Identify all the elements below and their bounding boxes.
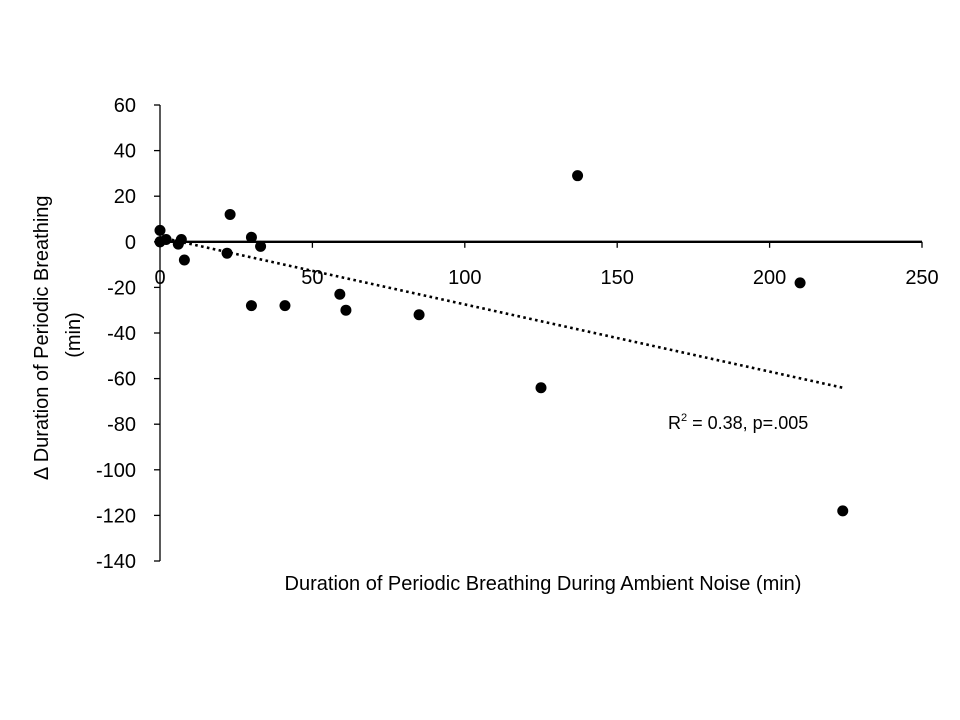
data-point bbox=[221, 247, 233, 259]
data-point bbox=[572, 170, 584, 182]
annotation-prefix: R bbox=[668, 413, 681, 433]
annotation-superscript: 2 bbox=[681, 412, 687, 424]
r-squared-annotation: R2 = 0.38, p=.005 bbox=[668, 412, 808, 433]
x-axis-title: Duration of Periodic Breathing During Am… bbox=[285, 573, 802, 595]
y-axis-title: Δ Duration of Periodic Breathing (min) bbox=[31, 190, 85, 480]
trendline-group bbox=[159, 235, 844, 389]
data-point bbox=[279, 300, 291, 312]
data-point bbox=[535, 382, 547, 394]
y-tick-label: -80 bbox=[107, 414, 136, 436]
x-tick-label: 50 bbox=[301, 267, 323, 289]
annotation-suffix: = 0.38, p=.005 bbox=[687, 413, 808, 433]
data-point bbox=[245, 231, 257, 243]
y-axis: 60 40 20 0 -20 -40 -60 -80 -100 -120 -140 bbox=[96, 95, 161, 573]
y-tick-label: -120 bbox=[96, 505, 136, 527]
data-point bbox=[340, 304, 352, 316]
data-point bbox=[245, 300, 257, 312]
data-point bbox=[334, 288, 346, 300]
y-tick-label: 40 bbox=[114, 141, 136, 163]
data-point bbox=[413, 309, 425, 321]
trendline bbox=[159, 235, 844, 389]
data-points bbox=[154, 170, 849, 517]
y-tick-label: -60 bbox=[107, 369, 136, 391]
y-tick-label: -40 bbox=[107, 323, 136, 345]
y-tick-label: -100 bbox=[96, 460, 136, 482]
y-tick-label: -140 bbox=[96, 551, 136, 573]
x-axis: 0 50 100 150 200 250 bbox=[154, 240, 939, 289]
y-axis-title-line-2: (min) bbox=[63, 312, 85, 358]
data-point bbox=[175, 234, 187, 246]
x-tick-label: 200 bbox=[753, 267, 786, 289]
data-point bbox=[224, 208, 236, 220]
data-point bbox=[154, 224, 166, 236]
data-point bbox=[794, 277, 806, 289]
y-tick-label: -20 bbox=[107, 277, 136, 299]
x-tick-label: 100 bbox=[448, 267, 481, 289]
y-axis-title-line-1: Δ Duration of Periodic Breathing bbox=[31, 195, 53, 480]
data-point bbox=[255, 240, 267, 252]
x-tick-label: 250 bbox=[905, 267, 938, 289]
y-tick-label: 0 bbox=[125, 232, 136, 254]
y-tick-label: 60 bbox=[114, 95, 136, 117]
data-point bbox=[837, 505, 849, 517]
y-tick-label: 20 bbox=[114, 186, 136, 208]
data-point bbox=[160, 234, 172, 246]
data-point bbox=[178, 254, 190, 266]
x-tick-label: 0 bbox=[154, 267, 165, 289]
x-tick-label: 150 bbox=[601, 267, 634, 289]
